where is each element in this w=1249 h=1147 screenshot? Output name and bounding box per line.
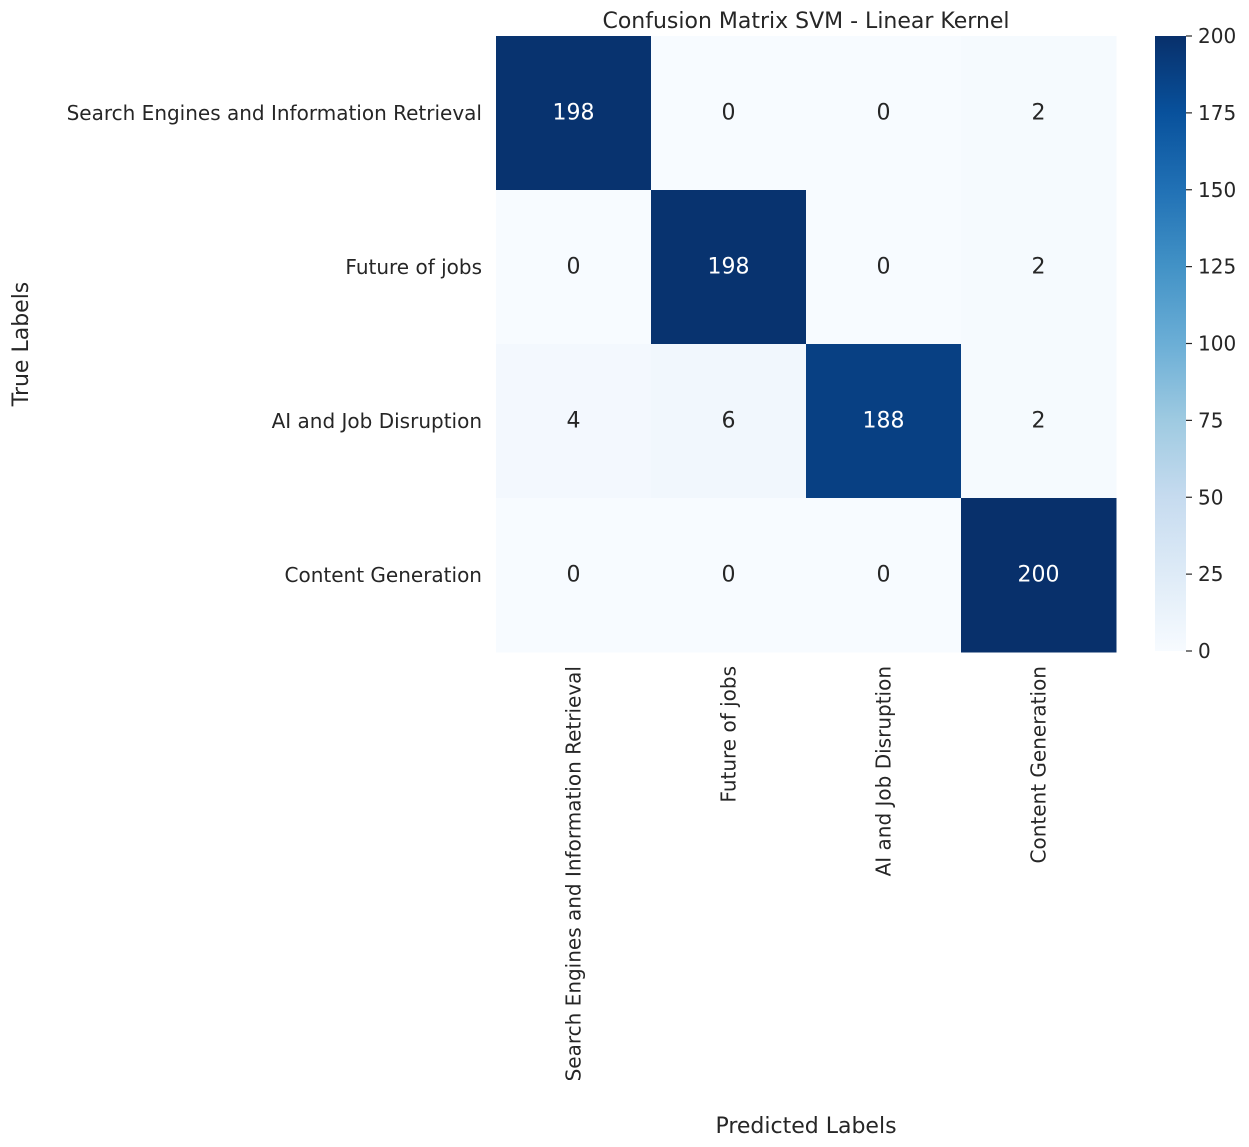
colorbar-tick-label-8: 200 xyxy=(1198,24,1236,48)
heatmap-cell-r1-c2 xyxy=(806,190,962,345)
x-tick-label-0: Search Engines and Information Retrieval xyxy=(562,666,586,1081)
cell-value-r2-c3: 2 xyxy=(1032,409,1046,434)
heatmap-cells xyxy=(496,36,1117,653)
colorbar-tick-label-2: 50 xyxy=(1198,485,1223,509)
heatmap-cell-r2-c0 xyxy=(496,344,652,499)
heatmap-cell-r3-c2 xyxy=(806,498,962,653)
cell-value-r3-c1: 0 xyxy=(722,563,736,588)
cell-value-r0-c2: 0 xyxy=(877,101,891,126)
colorbar-tick-label-1: 25 xyxy=(1198,562,1223,586)
cell-value-r3-c3: 200 xyxy=(1018,563,1060,588)
heatmap-cell-r0-c3 xyxy=(961,36,1117,191)
colorbar-tick-label-3: 75 xyxy=(1198,408,1223,432)
y-tick-label-1: Future of jobs xyxy=(345,255,482,279)
heatmap-cell-r2-c3 xyxy=(961,344,1117,499)
colorbar-tick-labels: 0 25 50 75 100 125 150 175 200 xyxy=(1186,24,1236,663)
cell-value-r1-c2: 0 xyxy=(877,255,891,280)
heatmap-cell-labels: 198 0 0 20 198 0 24 6 188 20 0 0 200 xyxy=(553,101,1060,588)
cell-value-r3-c2: 0 xyxy=(877,563,891,588)
cell-value-r0-c1: 0 xyxy=(722,101,736,126)
x-tick-label-3: Content Generation xyxy=(1027,666,1051,863)
cell-value-r1-c3: 2 xyxy=(1032,255,1046,280)
heatmap-cell-r1-c0 xyxy=(496,190,652,345)
y-tick-label-2: AI and Job Disruption xyxy=(272,409,482,433)
cell-value-r3-c0: 0 xyxy=(567,563,581,588)
colorbar xyxy=(1155,36,1186,651)
heatmap-cell-r1-c3 xyxy=(961,190,1117,345)
heatmap-cell-r0-c0 xyxy=(496,36,652,191)
y-axis-tick-labels: Search Engines and Information Retrieval… xyxy=(67,101,482,587)
chart-title: Confusion Matrix SVM - Linear Kernel xyxy=(602,9,1009,34)
y-tick-label-0: Search Engines and Information Retrieval xyxy=(67,101,482,125)
x-tick-label-1: Future of jobs xyxy=(717,666,741,803)
colorbar-tick-label-7: 175 xyxy=(1198,101,1236,125)
x-axis-tick-labels: Search Engines and Information Retrieval… xyxy=(562,666,1051,1081)
heatmap-cell-r2-c2 xyxy=(806,344,962,499)
cell-value-r2-c0: 4 xyxy=(567,409,581,434)
y-axis-label: True Labels xyxy=(9,282,34,408)
cell-value-r1-c1: 198 xyxy=(708,255,750,280)
heatmap-cell-r3-c0 xyxy=(496,498,652,653)
cell-value-r2-c1: 6 xyxy=(722,409,736,434)
cell-value-r2-c2: 188 xyxy=(863,409,905,434)
cell-value-r0-c0: 198 xyxy=(553,101,595,126)
heatmap-cell-r3-c3 xyxy=(961,498,1117,653)
x-tick-label-2: AI and Job Disruption xyxy=(872,666,896,876)
heatmap-cell-r1-c1 xyxy=(651,190,807,345)
heatmap-cell-r2-c1 xyxy=(651,344,807,499)
cell-value-r0-c3: 2 xyxy=(1032,101,1046,126)
y-tick-label-3: Content Generation xyxy=(285,563,482,587)
colorbar-tick-label-5: 125 xyxy=(1198,255,1236,279)
colorbar-tick-label-4: 100 xyxy=(1198,332,1236,356)
cell-value-r1-c0: 0 xyxy=(567,255,581,280)
heatmap-cell-r0-c2 xyxy=(806,36,962,191)
heatmap-cell-r0-c1 xyxy=(651,36,807,191)
colorbar-tick-label-0: 0 xyxy=(1198,639,1211,663)
x-axis-label: Predicted Labels xyxy=(715,1114,896,1139)
colorbar-tick-label-6: 150 xyxy=(1198,178,1236,202)
heatmap-cell-r3-c1 xyxy=(651,498,807,653)
